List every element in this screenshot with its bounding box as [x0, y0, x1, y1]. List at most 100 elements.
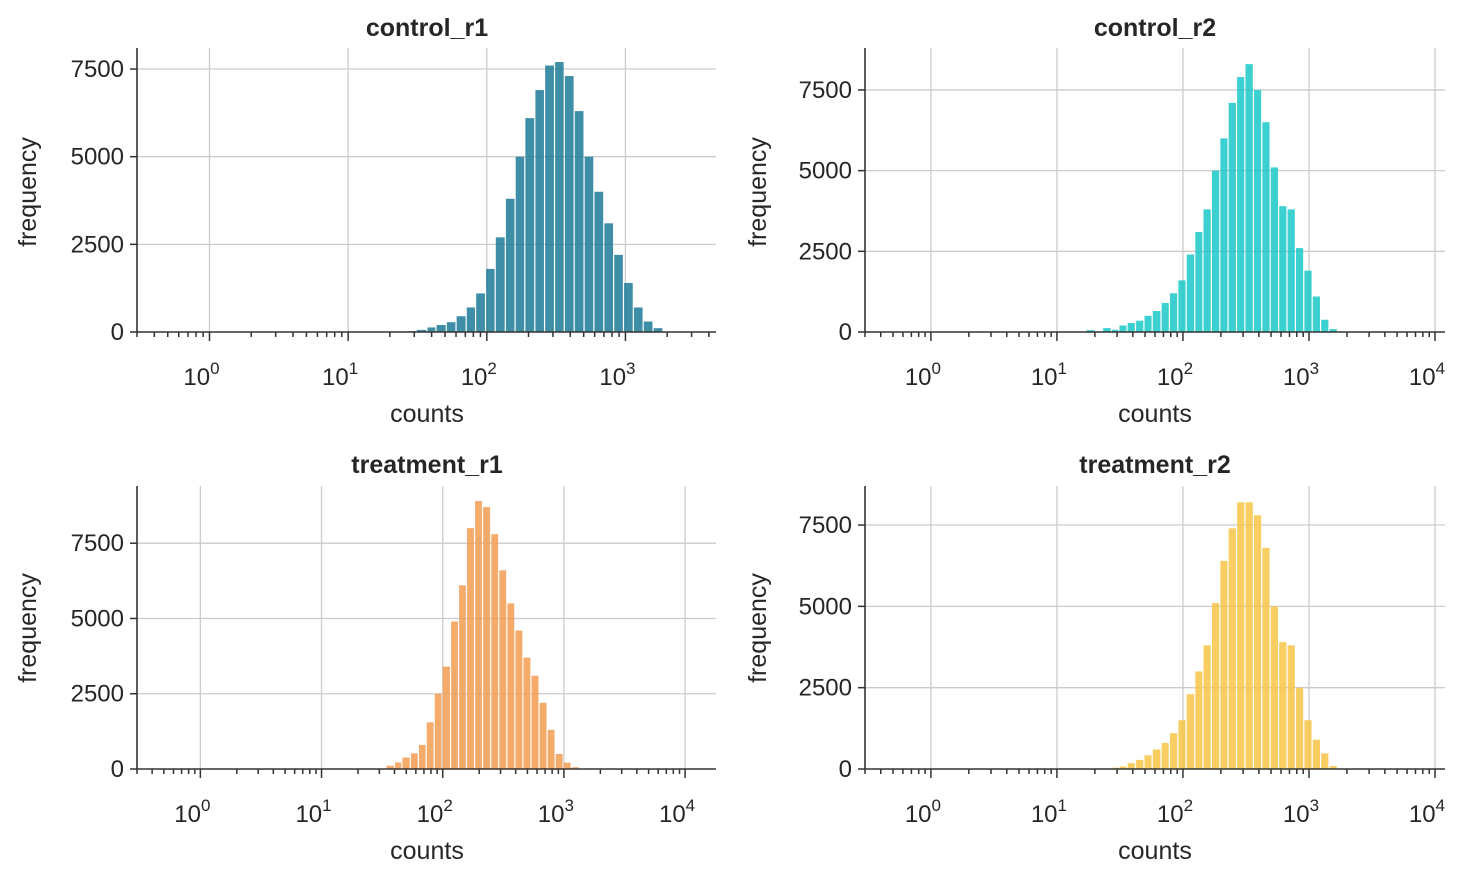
histogram-bar: [523, 657, 531, 769]
histogram-bar: [584, 156, 594, 332]
y-tick-label: 0: [839, 319, 852, 346]
bars: [1086, 64, 1337, 333]
histogram-bar: [1270, 167, 1279, 332]
x-tick-label: 104: [659, 796, 695, 828]
x-tick-label: 102: [461, 359, 497, 391]
histogram-bar: [1329, 329, 1337, 332]
panel-treatment-r1: treatment_r1 counts frequency 0 2500 5000 7…: [14, 451, 716, 865]
y-tick-label: 2500: [71, 231, 124, 258]
histogram-bar: [555, 753, 563, 769]
x-axis-label: counts: [1118, 400, 1192, 428]
histogram-bar: [418, 744, 426, 769]
histogram-bar: [1086, 330, 1095, 332]
y-tick-label: 7500: [799, 77, 852, 104]
histogram-bar: [475, 501, 482, 769]
x-tick-label: 102: [1157, 796, 1193, 828]
grid-lines: [137, 486, 716, 769]
y-axis-label: frequency: [14, 137, 42, 247]
histogram-bar: [505, 198, 515, 332]
x-tick-label: 103: [538, 796, 574, 828]
histogram-bar: [507, 603, 515, 769]
histogram-bar: [1152, 749, 1161, 769]
x-tick-label: 103: [599, 359, 635, 391]
histogram-bar: [1245, 64, 1253, 333]
histogram-bar: [442, 666, 450, 769]
histogram-bar: [1237, 77, 1245, 332]
histogram-bar: [633, 307, 643, 332]
histogram-bar: [643, 321, 653, 332]
x-tick-label: 102: [1157, 359, 1193, 391]
histogram-bar: [1203, 209, 1211, 332]
panel-treatment-r2: treatment_r2 counts frequency 0 2500 5000 7…: [744, 451, 1445, 865]
histogram-bar: [653, 328, 663, 332]
x-tick-label: 100: [183, 359, 219, 391]
histogram-bar: [427, 327, 436, 332]
histogram-bar: [1195, 671, 1203, 769]
histogram-bar: [545, 65, 554, 333]
y-tick-label: 0: [111, 319, 124, 346]
histogram-bar: [1152, 311, 1161, 332]
histogram-bar: [1169, 293, 1178, 332]
histogram-bar: [402, 757, 410, 769]
histogram-bar: [1169, 733, 1178, 769]
histogram-bar: [1144, 315, 1152, 332]
bars: [386, 501, 579, 769]
histogram-bar: [1312, 296, 1320, 332]
histogram-bar: [434, 693, 442, 769]
x-tick-label: 103: [1283, 796, 1319, 828]
histogram-bar: [539, 702, 547, 769]
histogram-bar: [456, 316, 466, 332]
histogram-bar: [1127, 763, 1135, 769]
histogram-bar: [1262, 122, 1270, 333]
histogram-bar: [535, 90, 544, 333]
y-tick-label: 5000: [71, 605, 124, 632]
histogram-bar: [1329, 766, 1337, 769]
histogram-bar: [1228, 528, 1236, 769]
y-axis-label: frequency: [744, 137, 772, 247]
histogram-bar: [564, 76, 574, 333]
histogram-bar: [1119, 766, 1127, 769]
histogram-bar: [483, 507, 491, 769]
histogram-bar: [1103, 328, 1111, 332]
histogram-bar: [1253, 515, 1262, 769]
histogram-bar: [1279, 206, 1287, 332]
y-tick-label: 2500: [799, 675, 852, 702]
histogram-bar: [1161, 302, 1169, 332]
histogram-bar: [1228, 102, 1236, 332]
histogram-bar: [1220, 560, 1228, 769]
histogram-bar: [1237, 502, 1245, 769]
histogram-bar: [476, 293, 485, 332]
x-tick-label: 104: [1409, 359, 1445, 391]
histogram-bar: [499, 570, 507, 769]
histogram-bar: [451, 621, 458, 769]
histogram-bar: [1253, 89, 1262, 332]
bars: [1111, 502, 1337, 769]
histogram-bar: [416, 329, 427, 332]
x-tick-label: 104: [1409, 796, 1445, 828]
histogram-bar: [1178, 280, 1186, 332]
histogram-bar: [410, 753, 418, 769]
histogram-bar: [1211, 170, 1220, 332]
histogram-bar: [614, 254, 623, 332]
histogram-bar: [563, 762, 571, 769]
grid-lines: [865, 48, 1445, 332]
histogram-bar: [466, 307, 475, 332]
histogram-bar: [1119, 325, 1127, 332]
x-tick-label: 100: [174, 796, 210, 828]
histogram-bar: [571, 767, 579, 769]
histogram-bar: [486, 268, 495, 332]
histogram-bar: [1295, 687, 1304, 769]
x-tick-label: 101: [1031, 359, 1067, 391]
y-axis-label: frequency: [744, 573, 772, 683]
histogram-bar: [459, 585, 466, 769]
y-tick-label: 7500: [71, 56, 124, 83]
panel-title: control_r1: [366, 14, 488, 42]
histogram-bar: [594, 191, 604, 332]
x-axis-label: counts: [390, 400, 464, 428]
panel-title: treatment_r2: [1079, 451, 1230, 479]
histogram-bar: [1195, 231, 1203, 332]
histogram-bar: [1287, 209, 1295, 332]
x-axis-label: counts: [390, 837, 464, 865]
histogram-bar: [1321, 753, 1329, 769]
